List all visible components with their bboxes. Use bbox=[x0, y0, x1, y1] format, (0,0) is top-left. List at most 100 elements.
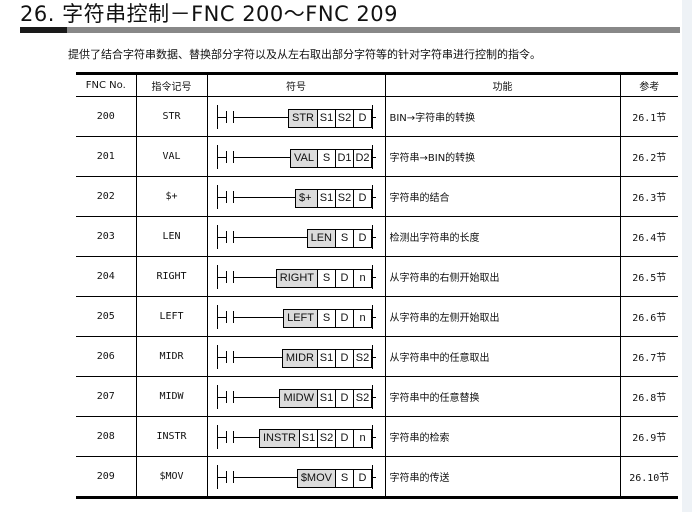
operand: S2 bbox=[353, 349, 371, 367]
ladder-symbol: MIDW S1 D S2 bbox=[206, 376, 386, 417]
operand: S bbox=[335, 229, 353, 247]
table-row: 209 $MOV $MOV S D 字符串的传送 26.10节 bbox=[76, 456, 678, 499]
fnc-no: 204 bbox=[76, 256, 137, 297]
instruction-name: STR bbox=[289, 109, 317, 127]
operand: D bbox=[335, 309, 353, 327]
wire bbox=[372, 236, 376, 238]
instruction-box: MIDR S1 D S2 bbox=[281, 348, 372, 368]
header-function: 功能 bbox=[384, 72, 621, 97]
instruction-name: $+ bbox=[296, 189, 317, 207]
wire bbox=[217, 356, 282, 358]
instruction-box: MIDW S1 D S2 bbox=[279, 388, 372, 408]
contact-icon bbox=[226, 350, 234, 363]
function: 字符串中的任意替换 bbox=[384, 376, 621, 417]
operand: S bbox=[317, 149, 335, 167]
wire bbox=[217, 116, 288, 118]
fnc-no: 209 bbox=[76, 456, 137, 499]
operand: S bbox=[335, 469, 353, 487]
operand: D bbox=[335, 349, 353, 367]
right-bus-bar bbox=[372, 144, 373, 169]
fnc-no: 208 bbox=[76, 416, 137, 457]
operand: D bbox=[353, 109, 371, 127]
right-bus-bar bbox=[372, 184, 373, 209]
instruction-name: LEFT bbox=[284, 309, 317, 327]
wire bbox=[372, 476, 376, 478]
title-band-dark bbox=[20, 27, 67, 33]
operand: S2 bbox=[353, 389, 371, 407]
instruction-table: FNC No. 指令记号 符号 功能 参考 200 STR STR S1 S2 D B… bbox=[76, 72, 678, 499]
instruction-box: $+ S1 S2 D bbox=[295, 188, 372, 208]
operand: D bbox=[353, 469, 371, 487]
fnc-no: 202 bbox=[76, 176, 137, 217]
wire bbox=[372, 356, 376, 358]
fnc-no: 207 bbox=[76, 376, 137, 417]
right-bus-bar bbox=[372, 104, 373, 129]
mnemonic: $+ bbox=[135, 176, 208, 217]
fnc-no: 200 bbox=[76, 96, 137, 137]
table-row: 200 STR STR S1 S2 D BIN→字符串的转换 26.1节 bbox=[76, 96, 678, 137]
operand: D bbox=[335, 269, 353, 287]
instruction-name: MIDW bbox=[280, 389, 317, 407]
function: BIN→字符串的转换 bbox=[384, 96, 621, 137]
intro-text: 提供了结合字符串数据、替换部分字符以及从左右取出部分字符等的针对字符串进行控制的… bbox=[68, 48, 541, 61]
reference: 26.7节 bbox=[619, 336, 678, 377]
ladder-symbol: STR S1 S2 D bbox=[206, 96, 386, 137]
operand: S1 bbox=[317, 189, 335, 207]
wire bbox=[372, 396, 376, 398]
right-bus-bar bbox=[372, 464, 373, 489]
reference: 26.5节 bbox=[619, 256, 678, 297]
wire bbox=[217, 436, 259, 438]
reference: 26.8节 bbox=[619, 376, 678, 417]
operand: S bbox=[317, 309, 335, 327]
mnemonic: LEFT bbox=[135, 296, 208, 337]
wire bbox=[372, 116, 376, 118]
instruction-name: MIDR bbox=[282, 349, 317, 367]
right-bus-bar bbox=[372, 304, 373, 329]
mnemonic: LEN bbox=[135, 216, 208, 257]
wire bbox=[372, 316, 376, 318]
operand: S2 bbox=[335, 189, 353, 207]
ladder-symbol: LEN S D bbox=[206, 216, 386, 257]
operand: S1 bbox=[317, 389, 335, 407]
page-edge bbox=[682, 0, 692, 512]
table-row: 201 VAL VAL S D1 D2 字符串→BIN的转换 26.2节 bbox=[76, 136, 678, 177]
operand: D1 bbox=[335, 149, 353, 167]
header-reference: 参考 bbox=[619, 72, 678, 97]
operand: D bbox=[335, 429, 353, 447]
operand: n bbox=[353, 269, 371, 287]
instruction-box: VAL S D1 D2 bbox=[290, 148, 372, 168]
right-bus-bar bbox=[372, 384, 373, 409]
wire bbox=[217, 316, 283, 318]
wire bbox=[372, 196, 376, 198]
operand: n bbox=[353, 429, 371, 447]
header-symbol: 符号 bbox=[206, 72, 386, 97]
header-mnemonic: 指令记号 bbox=[135, 72, 208, 97]
ladder-symbol: $MOV S D bbox=[206, 456, 386, 499]
mnemonic: MIDW bbox=[135, 376, 208, 417]
contact-icon bbox=[226, 230, 234, 243]
operand: n bbox=[353, 309, 371, 327]
page-title: 26. 字符串控制－FNC 200～FNC 209 bbox=[20, 2, 398, 26]
operand: S1 bbox=[299, 429, 317, 447]
wire bbox=[217, 236, 307, 238]
wire bbox=[217, 396, 279, 398]
operand: D bbox=[335, 389, 353, 407]
instruction-name: INSTR bbox=[260, 429, 299, 447]
instruction-name: RIGHT bbox=[276, 269, 317, 287]
right-bus-bar bbox=[372, 424, 373, 449]
operand: D bbox=[353, 229, 371, 247]
function: 检测出字符串的长度 bbox=[384, 216, 621, 257]
mnemonic: INSTR bbox=[135, 416, 208, 457]
function: 从字符串的右侧开始取出 bbox=[384, 256, 621, 297]
operand: S1 bbox=[317, 349, 335, 367]
function: 字符串的结合 bbox=[384, 176, 621, 217]
right-bus-bar bbox=[372, 344, 373, 369]
table-row: 206 MIDR MIDR S1 D S2 从字符串中的任意取出 26.7节 bbox=[76, 336, 678, 377]
